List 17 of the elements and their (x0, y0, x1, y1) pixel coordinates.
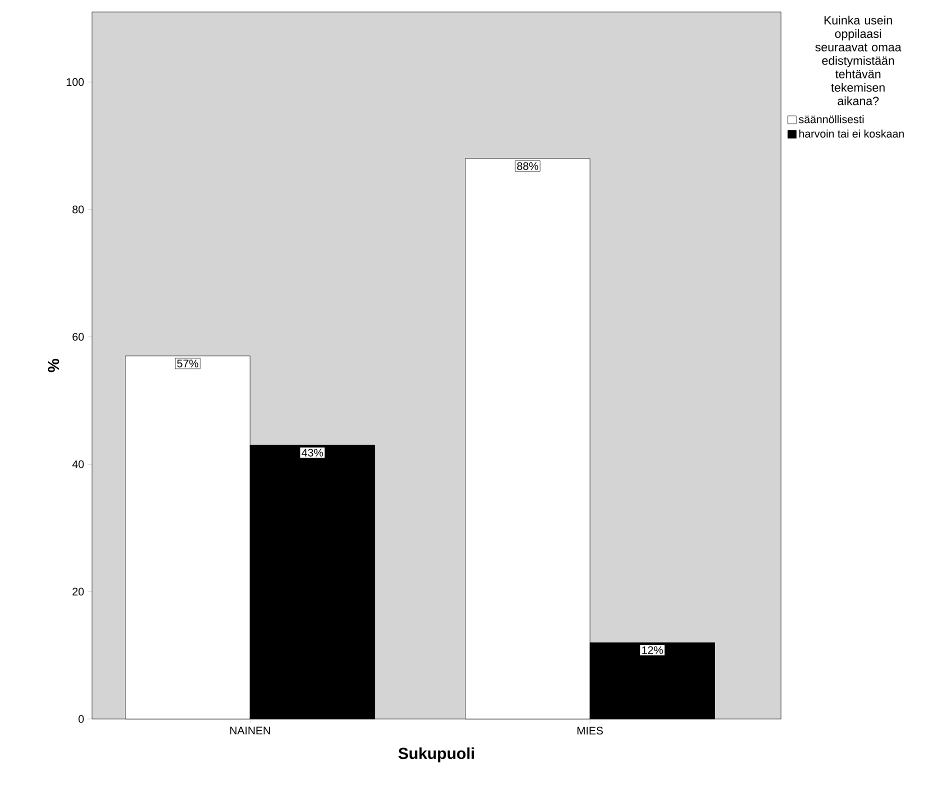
data-label: 88% (517, 162, 538, 170)
legend-title: Kuinka usein oppilaasi seuraavat omaa edistymistään tehtävän tekemisen aikana? (815, 16, 902, 106)
y-tick-label: 100 (66, 78, 84, 86)
x-axis-title: Sukupuoli (398, 747, 474, 762)
x-tick-label: NAINEN (230, 726, 270, 734)
y-axis-title: % (48, 358, 60, 372)
data-label: 43% (302, 448, 323, 457)
y-tick-label: 60 (72, 332, 84, 341)
y-tick-label: 20 (72, 588, 84, 596)
legend-label: säännöllisesti (798, 115, 864, 124)
y-tick-label: 40 (72, 460, 84, 468)
data-label: 12% (642, 646, 663, 654)
legend-label: harvoin tai ei koskaan (799, 130, 904, 138)
y-tick-label: 80 (72, 206, 84, 214)
x-tick-label: MIES (577, 726, 603, 735)
y-tick-label: 0 (78, 715, 84, 723)
data-label: 57% (177, 360, 198, 368)
